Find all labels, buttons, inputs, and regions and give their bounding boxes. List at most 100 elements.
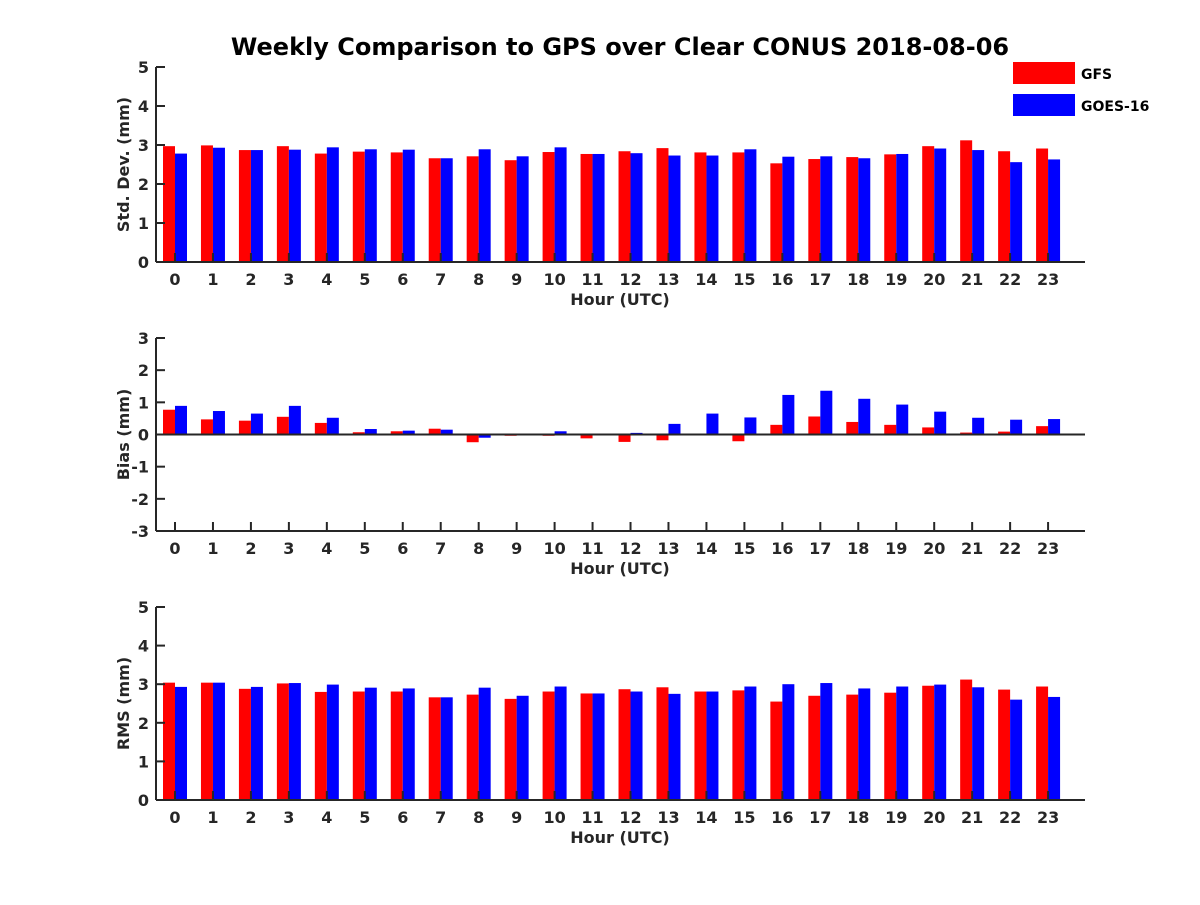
std-dev-bar-gfs-20 <box>922 146 935 262</box>
rms-y-tick-label: 3 <box>138 675 149 694</box>
bias-x-tick-label: 1 <box>207 539 218 558</box>
bias-bar-goes16-15 <box>744 417 757 435</box>
rms-bar-gfs-8 <box>466 694 479 800</box>
bias-bar-gfs-4 <box>314 422 327 435</box>
std-dev-x-tick-label: 8 <box>473 270 484 289</box>
rms-bar-gfs-17 <box>808 695 821 800</box>
bias-bar-goes16-16 <box>782 394 795 435</box>
std-dev-bar-gfs-7 <box>428 158 441 262</box>
bias-bar-gfs-23 <box>1036 426 1049 435</box>
rms-bar-goes16-20 <box>934 684 947 800</box>
rms-bar-goes16-23 <box>1048 696 1061 800</box>
bias-x-tick-label: 9 <box>511 539 522 558</box>
bias-bar-gfs-2 <box>238 420 251 435</box>
rms-bar-gfs-9 <box>504 698 517 800</box>
bias-x-tick-label: 14 <box>695 539 717 558</box>
std-dev-bar-gfs-11 <box>580 153 593 262</box>
rms-x-tick-label: 21 <box>961 808 983 827</box>
std-dev-bar-goes16-8 <box>478 149 491 262</box>
std-dev-x-tick-label: 4 <box>321 270 332 289</box>
rms-x-tick-label: 17 <box>809 808 831 827</box>
rms-bar-gfs-10 <box>542 691 555 800</box>
rms-x-tick-label: 19 <box>885 808 907 827</box>
bias-bar-goes16-22 <box>1010 419 1023 435</box>
std-dev-bar-gfs-12 <box>618 151 631 262</box>
bias-bar-goes16-8 <box>478 434 491 438</box>
bias-x-tick-label: 10 <box>543 539 565 558</box>
rms-bar-goes16-12 <box>630 691 643 800</box>
std-dev-x-tick-label: 0 <box>169 270 180 289</box>
std-dev-bar-gfs-1 <box>200 145 213 262</box>
bias-bar-gfs-3 <box>276 416 289 435</box>
bias-bar-goes16-1 <box>212 411 225 435</box>
bias-y-axis-label: Bias (mm) <box>114 389 133 481</box>
rms-bar-gfs-22 <box>998 689 1011 800</box>
rms-y-tick-label: 2 <box>138 714 149 733</box>
bias-y-tick-label: -2 <box>131 490 149 509</box>
bias-x-tick-label: 13 <box>657 539 679 558</box>
rms-bar-goes16-3 <box>288 683 301 800</box>
rms-bar-gfs-23 <box>1036 686 1049 800</box>
std-dev-bar-goes16-21 <box>972 150 985 262</box>
std-dev-x-tick-label: 10 <box>543 270 565 289</box>
rms-bar-gfs-13 <box>656 687 669 800</box>
bias-y-tick-label: 1 <box>138 393 149 412</box>
rms-bar-goes16-19 <box>896 686 909 800</box>
rms-x-tick-label: 6 <box>397 808 408 827</box>
chart-title: Weekly Comparison to GPS over Clear CONU… <box>231 33 1009 61</box>
rms-bar-gfs-5 <box>352 691 365 800</box>
rms-x-tick-label: 4 <box>321 808 332 827</box>
legend-swatch-gfs <box>1013 62 1075 84</box>
std-dev-x-tick-label: 2 <box>245 270 256 289</box>
bias-bar-gfs-11 <box>580 434 593 439</box>
rms-x-tick-label: 9 <box>511 808 522 827</box>
std-dev-x-tick-label: 20 <box>923 270 945 289</box>
std-dev-bar-gfs-6 <box>390 152 403 262</box>
bias-x-tick-label: 20 <box>923 539 945 558</box>
bias-x-tick-label: 21 <box>961 539 983 558</box>
bias-x-tick-label: 23 <box>1037 539 1059 558</box>
bias-x-tick-label: 15 <box>733 539 755 558</box>
std-dev-bar-goes16-7 <box>440 158 453 262</box>
rms-bar-gfs-4 <box>314 691 327 800</box>
std-dev-y-tick-label: 5 <box>138 58 149 77</box>
bias-bar-gfs-15 <box>732 434 745 442</box>
rms-bar-goes16-9 <box>516 695 529 800</box>
rms-bar-goes16-1 <box>212 682 225 800</box>
std-dev-x-tick-label: 18 <box>847 270 869 289</box>
std-dev-bar-gfs-9 <box>504 160 517 262</box>
bias-bar-gfs-16 <box>770 424 783 435</box>
legend-label-gfs: GFS <box>1081 67 1112 83</box>
bias-x-tick-label: 18 <box>847 539 869 558</box>
rms-bar-gfs-2 <box>238 688 251 800</box>
std-dev-bar-gfs-5 <box>352 151 365 262</box>
bias-bar-gfs-7 <box>428 428 441 435</box>
bias-x-tick-label: 7 <box>435 539 446 558</box>
std-dev-x-tick-label: 22 <box>999 270 1021 289</box>
std-dev-x-tick-label: 19 <box>885 270 907 289</box>
std-dev-x-tick-label: 5 <box>359 270 370 289</box>
bias-bar-gfs-18 <box>846 421 859 435</box>
rms-bar-goes16-22 <box>1010 699 1023 800</box>
std-dev-bar-goes16-5 <box>364 149 377 262</box>
std-dev-bar-goes16-15 <box>744 149 757 262</box>
legend-label-goes16: GOES-16 <box>1081 99 1149 115</box>
rms-bar-gfs-21 <box>960 679 973 800</box>
std-dev-bar-goes16-18 <box>858 158 871 262</box>
std-dev-bar-goes16-22 <box>1010 162 1023 262</box>
bias-bar-goes16-14 <box>706 413 719 435</box>
rms-bar-gfs-18 <box>846 694 859 800</box>
rms-bar-gfs-16 <box>770 701 783 800</box>
std-dev-x-tick-label: 17 <box>809 270 831 289</box>
rms-bar-goes16-7 <box>440 697 453 800</box>
rms-x-tick-label: 10 <box>543 808 565 827</box>
std-dev-x-tick-label: 1 <box>207 270 218 289</box>
bias-x-tick-label: 4 <box>321 539 332 558</box>
bias-y-tick-label: -3 <box>131 522 149 541</box>
bias-bar-goes16-19 <box>896 404 909 435</box>
rms-bar-gfs-7 <box>428 697 441 800</box>
std-dev-bar-goes16-0 <box>175 153 187 262</box>
bias-bar-goes16-18 <box>858 398 871 435</box>
